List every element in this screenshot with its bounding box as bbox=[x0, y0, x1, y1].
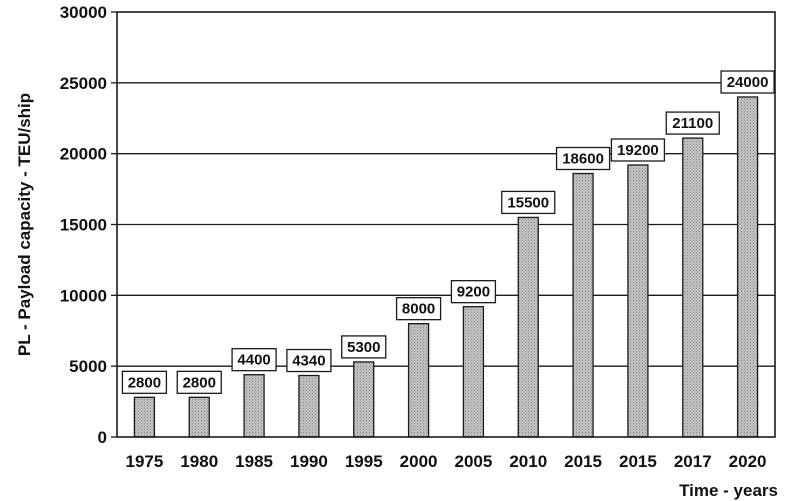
data-label-box bbox=[286, 348, 332, 373]
bar-1975-0 bbox=[133, 396, 156, 438]
data-label: 21100 bbox=[672, 115, 713, 132]
data-label: 18600 bbox=[562, 151, 604, 168]
x-tick-label: 2005 bbox=[455, 452, 493, 471]
y-axis-label: PL - Payload capacity - TEU/ship bbox=[15, 93, 34, 356]
bar-2000-5 bbox=[407, 323, 430, 438]
x-axis-label: Time - years bbox=[679, 481, 778, 500]
y-tick-label: 5000 bbox=[69, 357, 107, 376]
bar-2015-9 bbox=[627, 164, 649, 438]
data-label: 2800 bbox=[183, 374, 216, 391]
data-label: 24000 bbox=[727, 74, 769, 91]
x-tick-label: 2000 bbox=[400, 452, 438, 471]
x-tick-label: 2010 bbox=[509, 452, 547, 471]
y-tick-label: 25000 bbox=[60, 74, 107, 93]
data-label-box bbox=[501, 190, 556, 215]
x-axis-ticks: 1975 1980 1985 1990 1995 2000 2005 2010 2015 2015… bbox=[126, 452, 767, 471]
x-tick-label: 1995 bbox=[345, 452, 383, 471]
bar-1985-2 bbox=[243, 374, 265, 438]
data-label: 2800 bbox=[128, 374, 161, 391]
data-label-box bbox=[395, 297, 442, 321]
data-labels: 2800 2800 4400 4340 5300 8000 9200 15500 18600 19… bbox=[121, 70, 775, 394]
x-tick-label: 2015 bbox=[619, 452, 657, 471]
bar-1990-3 bbox=[298, 374, 320, 438]
data-label-box bbox=[450, 280, 497, 304]
data-label: 4400 bbox=[237, 352, 270, 369]
bar-1995-4 bbox=[353, 361, 375, 438]
x-tick-label: 1980 bbox=[180, 452, 218, 471]
data-label-box bbox=[121, 370, 168, 394]
y-tick-label: 0 bbox=[98, 428, 107, 447]
y-tick-label: 20000 bbox=[60, 145, 107, 164]
data-label-box bbox=[341, 335, 387, 359]
x-tick-label: 2020 bbox=[729, 452, 767, 471]
x-tick-label: 1990 bbox=[290, 452, 328, 471]
data-label-box bbox=[176, 370, 222, 394]
x-tick-label: 2017 bbox=[674, 452, 712, 471]
y-tick-label: 10000 bbox=[60, 286, 107, 305]
data-label: 8000 bbox=[402, 301, 435, 318]
x-tick-label: 2015 bbox=[564, 452, 602, 471]
gridlines bbox=[117, 82, 775, 367]
bar-1980-1 bbox=[188, 396, 210, 438]
data-label-box bbox=[555, 146, 611, 171]
data-label: 4340 bbox=[292, 353, 325, 370]
x-tick-label: 1975 bbox=[126, 452, 164, 471]
bar-2015-8 bbox=[572, 172, 594, 438]
data-label-box bbox=[231, 348, 277, 372]
y-axis-ticks: 0 5000 10000 15000 20000 25000 30000 bbox=[60, 3, 117, 447]
data-label: 5300 bbox=[347, 339, 380, 356]
y-tick-label: 15000 bbox=[60, 216, 107, 235]
data-label: 9200 bbox=[457, 284, 490, 301]
bar-2017-10 bbox=[682, 137, 704, 438]
data-label: 19200 bbox=[617, 142, 659, 159]
x-tick-label: 1985 bbox=[235, 452, 273, 471]
y-tick-label: 30000 bbox=[60, 3, 107, 22]
bar-2005-6 bbox=[462, 306, 485, 438]
bar-2020-11 bbox=[736, 96, 759, 438]
data-label: 15500 bbox=[507, 194, 549, 211]
data-label-box bbox=[665, 111, 720, 135]
data-label-box bbox=[610, 138, 666, 162]
data-label-box bbox=[720, 70, 775, 94]
bar-2010-7 bbox=[517, 216, 539, 438]
